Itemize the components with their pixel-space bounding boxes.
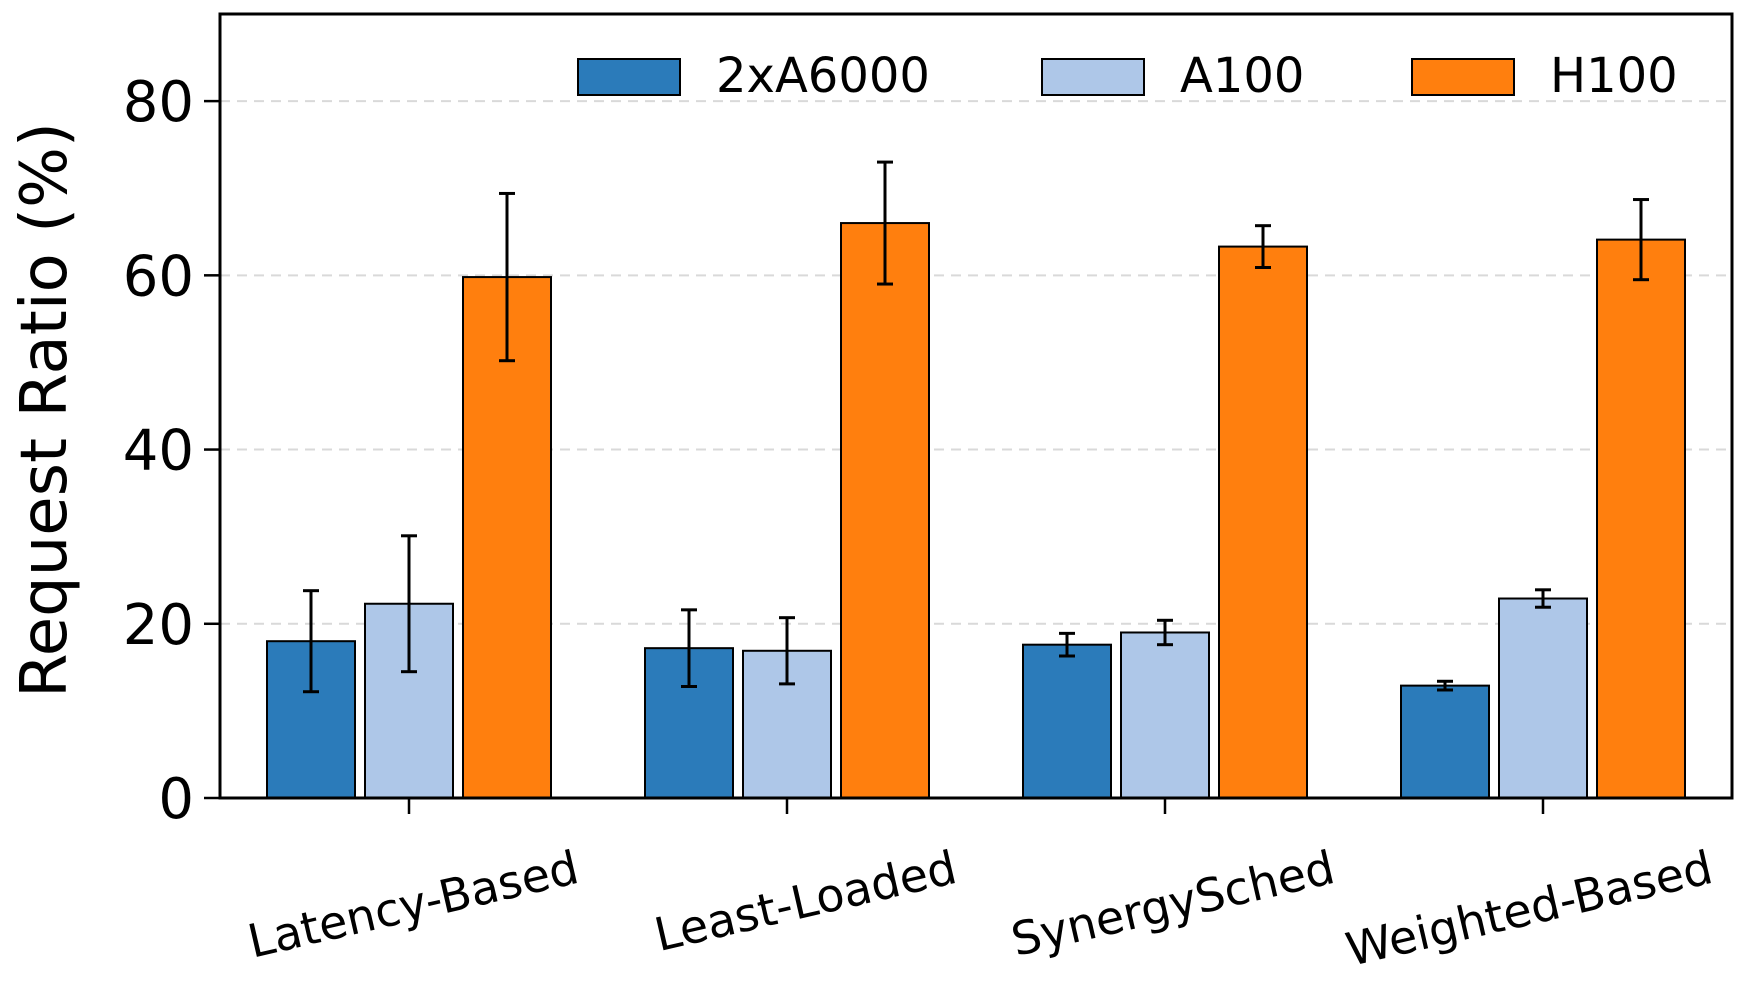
y-tick-label: 20	[123, 593, 194, 658]
plot-frame	[218, 12, 1734, 800]
x-tick-label: Latency-Based	[243, 840, 584, 968]
y-axis-title: Request Ratio (%)	[8, 122, 82, 698]
legend-label: A100	[1180, 48, 1304, 104]
error-bars	[303, 160, 1649, 694]
x-tick-label: Least-Loaded	[649, 840, 961, 962]
legend: 2xA6000 A100 H100	[577, 48, 1678, 104]
bar-a100-synergysched	[1120, 631, 1210, 799]
bar-h100-synergysched	[1218, 245, 1308, 799]
bar-h100-weighted-based	[1596, 238, 1686, 799]
legend-label: H100	[1550, 48, 1678, 104]
bars	[266, 222, 1686, 800]
x-tick-label: Weighted-Based	[1341, 840, 1718, 977]
y-tick-label: 40	[123, 419, 194, 484]
bar-2xa6000-synergysched	[1022, 643, 1112, 799]
legend-label: 2xA6000	[716, 48, 930, 104]
bar-2xa6000-weighted-based	[1400, 684, 1490, 799]
legend-swatch-h100	[1411, 58, 1515, 96]
gridlines	[220, 100, 1732, 625]
legend-swatch-a100	[1041, 58, 1145, 96]
y-tick-label: 80	[123, 70, 194, 135]
x-tick-label: SynergySched	[1006, 840, 1339, 967]
bar-h100-latency-based	[462, 276, 552, 799]
legend-swatch-2xa6000	[577, 58, 681, 96]
y-tick-label: 0	[158, 767, 194, 832]
y-tick-label: 60	[123, 244, 194, 309]
bar-h100-least-loaded	[840, 222, 930, 800]
bar-a100-weighted-based	[1498, 597, 1588, 800]
